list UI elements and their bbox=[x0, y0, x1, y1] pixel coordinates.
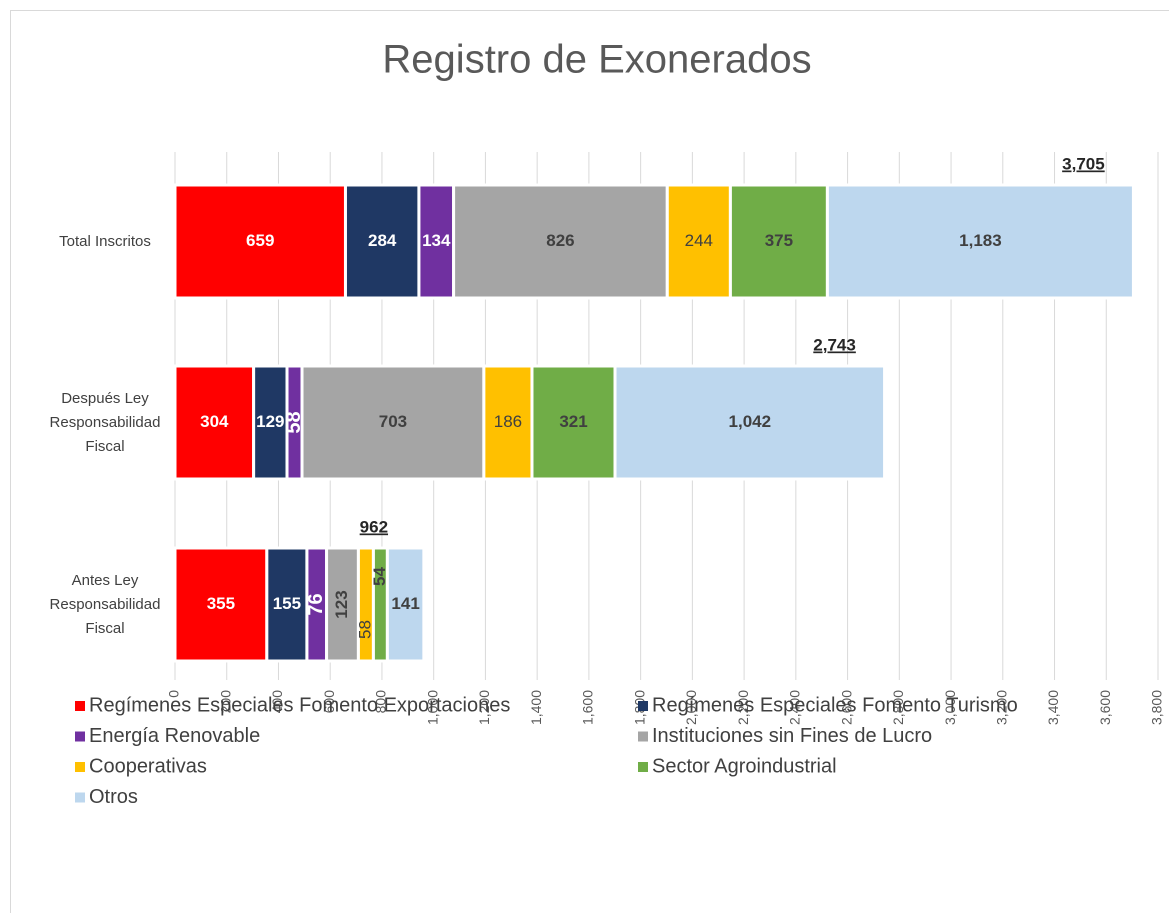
x-tick-label: 3,800 bbox=[1149, 690, 1165, 725]
x-tick-label: 2,400 bbox=[787, 690, 803, 725]
data-label: 1,042 bbox=[729, 412, 772, 431]
x-tick-label: 3,000 bbox=[942, 690, 958, 725]
data-label: 355 bbox=[207, 594, 235, 613]
bar-segment bbox=[482, 364, 534, 481]
chart-title: Registro de Exonerados bbox=[382, 38, 811, 82]
bar-segment bbox=[343, 183, 421, 300]
x-tick-label: 2,000 bbox=[683, 690, 699, 725]
data-label: 141 bbox=[391, 594, 419, 613]
legend-swatch bbox=[75, 762, 85, 772]
x-tick-label: 2,800 bbox=[890, 690, 906, 725]
data-label: 659 bbox=[246, 231, 274, 250]
legend-label: Regímenes Especiales Fomento Turismo bbox=[652, 694, 1018, 716]
bar-segment bbox=[300, 364, 486, 481]
data-label: 284 bbox=[368, 231, 397, 250]
legend-label: Sector Agroindustrial bbox=[652, 755, 837, 777]
bar-segment bbox=[356, 546, 375, 663]
category-label: Total Inscritos bbox=[59, 232, 151, 250]
data-label: 58 bbox=[283, 411, 305, 433]
legend-label: Regímenes Especiales Fomento Exportacion… bbox=[89, 694, 510, 716]
data-label: 375 bbox=[765, 231, 793, 250]
total-label: 3,705 bbox=[1062, 154, 1105, 173]
legend-label: Instituciones sin Fines de Lucro bbox=[652, 725, 932, 747]
bar-segment bbox=[385, 546, 426, 663]
bar-segment bbox=[613, 364, 887, 481]
bar-segment bbox=[173, 364, 256, 481]
category-label: Después Ley Responsabilidad Fiscal bbox=[49, 389, 161, 455]
data-label: 321 bbox=[559, 412, 587, 431]
data-label: 244 bbox=[685, 231, 713, 250]
data-label: 703 bbox=[379, 412, 407, 431]
bar-segment bbox=[417, 183, 456, 300]
x-tick-label: 1,000 bbox=[424, 690, 440, 725]
x-tick-label: 800 bbox=[373, 690, 389, 714]
data-label: 129 bbox=[256, 412, 284, 431]
x-tick-label: 2,200 bbox=[735, 690, 751, 725]
legend-swatch bbox=[638, 731, 648, 742]
legend-swatch bbox=[638, 701, 648, 711]
x-tick-label: 600 bbox=[321, 690, 337, 714]
x-tick-label: 2,600 bbox=[838, 690, 854, 725]
bar-segment bbox=[173, 183, 347, 300]
bar-segment bbox=[825, 183, 1135, 300]
data-label: 1,183 bbox=[959, 231, 1002, 250]
data-label: 134 bbox=[422, 231, 451, 250]
total-label: 962 bbox=[360, 517, 388, 536]
data-label: 123 bbox=[332, 590, 351, 618]
legend-swatch bbox=[75, 731, 85, 742]
x-tick-label: 0 bbox=[166, 690, 182, 698]
data-label: 826 bbox=[546, 231, 574, 250]
category-label: Antes Ley Responsabilidad Fiscal bbox=[49, 571, 161, 637]
data-label: 58 bbox=[355, 620, 374, 639]
legend-swatch bbox=[75, 792, 85, 803]
data-label: 304 bbox=[200, 412, 229, 431]
total-label: 2,743 bbox=[813, 335, 856, 354]
bar-segment bbox=[452, 183, 669, 300]
x-tick-label: 1,600 bbox=[580, 690, 596, 725]
data-label: 54 bbox=[370, 567, 389, 586]
x-tick-label: 1,200 bbox=[476, 690, 492, 725]
bar-segment bbox=[265, 546, 309, 663]
x-tick-label: 3,600 bbox=[1097, 690, 1113, 725]
x-tick-label: 200 bbox=[217, 690, 233, 714]
x-tick-label: 3,400 bbox=[1045, 690, 1061, 725]
legend-swatch bbox=[75, 701, 85, 711]
x-tick-label: 400 bbox=[269, 690, 285, 714]
legend-label: Energía Renovable bbox=[89, 725, 260, 747]
bar-segment bbox=[252, 364, 289, 481]
x-tick-label: 3,200 bbox=[993, 690, 1009, 725]
legend-label: Cooperativas bbox=[89, 755, 207, 777]
legend-swatch bbox=[638, 762, 648, 772]
data-label: 186 bbox=[494, 412, 522, 431]
data-label: 155 bbox=[273, 594, 301, 613]
bar-segment bbox=[371, 546, 389, 663]
legend-label: Otros bbox=[89, 786, 138, 808]
data-label: 76 bbox=[305, 593, 327, 615]
x-tick-label: 1,400 bbox=[528, 690, 544, 725]
